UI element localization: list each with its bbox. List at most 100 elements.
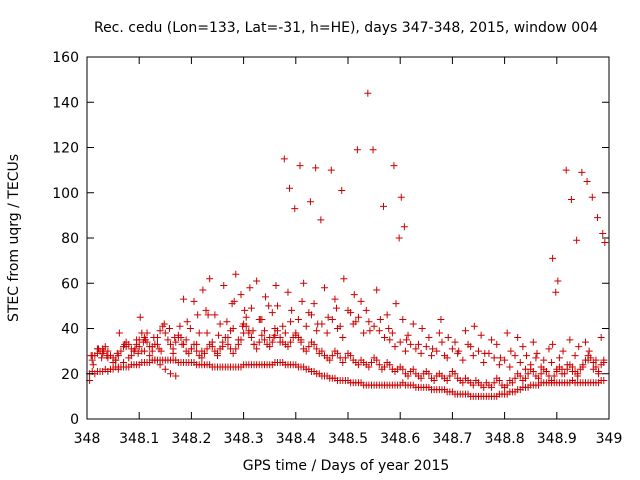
data-point: [237, 291, 245, 299]
data-point: [292, 331, 300, 339]
data-point: [550, 372, 558, 380]
data-point: [495, 377, 503, 385]
data-point: [172, 372, 180, 380]
data-point: [516, 358, 524, 366]
data-point: [258, 331, 266, 339]
data-point: [417, 374, 425, 382]
x-tick: 348.2: [171, 57, 211, 447]
data-point: [364, 89, 372, 97]
data-point: [167, 370, 175, 378]
data-point: [501, 356, 509, 364]
data-point: [331, 295, 339, 303]
data-point: [220, 282, 228, 290]
data-point: [443, 377, 451, 385]
data-point: [338, 186, 346, 194]
data-point: [365, 363, 373, 371]
data-point: [409, 365, 417, 373]
data-point: [521, 365, 529, 373]
y-axis-label: STEC from uqrg / TECUs: [6, 154, 22, 322]
data-point: [171, 334, 179, 342]
y-tick-label: 160: [52, 50, 79, 66]
data-point: [328, 315, 336, 323]
data-point: [480, 358, 488, 366]
data-point: [459, 379, 467, 387]
data-point: [375, 361, 383, 369]
data-point: [448, 345, 456, 353]
data-point: [206, 275, 214, 283]
data-point: [141, 336, 149, 344]
data-point: [558, 370, 566, 378]
data-point: [585, 347, 593, 355]
data-point: [490, 379, 498, 387]
x-tick-label: 348.7: [432, 431, 472, 447]
data-point: [353, 146, 361, 154]
x-tick-label: 348.6: [380, 431, 420, 447]
data-point: [381, 334, 389, 342]
data-point: [390, 162, 398, 170]
data-point: [527, 361, 535, 369]
x-tick-label: 348.2: [171, 431, 211, 447]
data-point: [297, 336, 305, 344]
data-point: [537, 370, 545, 378]
data-point: [441, 352, 449, 360]
y-tick: 120: [52, 141, 609, 157]
data-point: [567, 196, 575, 204]
data-point: [354, 361, 362, 369]
data-point: [488, 336, 496, 344]
data-point: [511, 352, 519, 360]
data-point: [215, 331, 223, 339]
data-point: [407, 340, 415, 348]
y-tick: 80: [61, 231, 609, 247]
data-point: [350, 291, 358, 299]
data-point: [185, 349, 193, 357]
data-point: [151, 356, 159, 364]
data-point: [589, 365, 597, 373]
data-point: [87, 352, 95, 360]
data-point: [488, 383, 496, 391]
data-point: [514, 334, 522, 342]
data-point: [134, 349, 142, 357]
data-point: [399, 315, 407, 323]
data-point: [592, 356, 600, 364]
data-point: [253, 277, 261, 285]
data-point: [249, 327, 257, 335]
data-point: [287, 318, 295, 326]
x-tick: 348.8: [485, 57, 525, 447]
data-point: [279, 322, 287, 330]
x-tick-label: 348.5: [328, 431, 368, 447]
data-point: [161, 329, 169, 337]
data-point: [135, 343, 143, 351]
data-point: [143, 329, 151, 337]
data-point: [300, 279, 308, 287]
x-tick-label: 348.1: [119, 431, 159, 447]
data-point: [373, 356, 381, 364]
data-point: [568, 367, 576, 375]
data-point: [98, 354, 106, 362]
data-point: [268, 338, 276, 346]
data-point: [461, 327, 469, 335]
y-tick: 20: [61, 367, 609, 383]
data-point: [271, 325, 279, 332]
data-point: [156, 327, 164, 335]
data-point: [370, 322, 378, 330]
data-point: [412, 345, 420, 353]
data-point: [219, 343, 227, 351]
data-point: [414, 340, 422, 348]
data-point: [262, 293, 270, 301]
data-point: [529, 338, 537, 346]
data-point: [101, 343, 109, 351]
data-point: [194, 311, 202, 319]
data-point: [324, 313, 332, 321]
data-point: [388, 329, 396, 337]
y-tick-label: 80: [61, 231, 79, 247]
data-point: [270, 334, 278, 342]
data-point: [305, 343, 313, 351]
data-point: [548, 358, 556, 366]
data-point: [247, 334, 255, 342]
data-point: [490, 354, 498, 362]
data-point: [566, 336, 574, 344]
data-point: [333, 304, 341, 312]
data-point: [121, 340, 129, 348]
data-point: [161, 365, 169, 373]
